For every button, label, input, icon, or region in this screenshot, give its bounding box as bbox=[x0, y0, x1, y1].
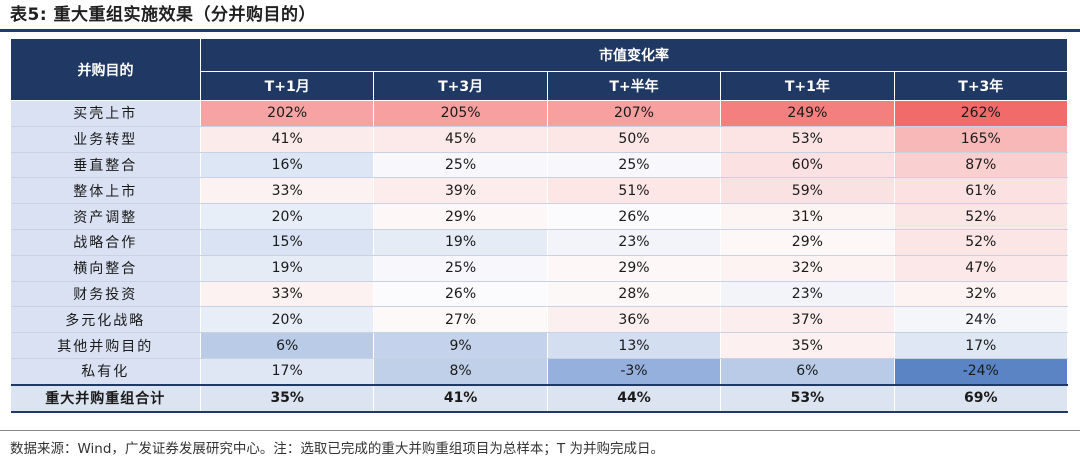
value-cell: 25% bbox=[373, 255, 548, 282]
results-table: 并购目的 市值变化率 T+1月 T+3月 T+半年 T+1年 T+3年 买壳上市… bbox=[10, 38, 1069, 413]
table-row: 其他并购目的 6% 9% 13% 35% 17% bbox=[10, 332, 1069, 359]
row-label: 买壳上市 bbox=[10, 100, 201, 127]
value-cell: 41% bbox=[200, 126, 375, 153]
column-header: T+3年 bbox=[893, 71, 1069, 101]
value-cell: 249% bbox=[720, 100, 895, 127]
total-value-cell: 69% bbox=[894, 383, 1069, 413]
total-row: 重大并购重组合计 35% 41% 44% 53% 69% bbox=[10, 383, 1069, 413]
row-label: 业务转型 bbox=[10, 126, 201, 153]
value-cell: 87% bbox=[894, 152, 1069, 179]
value-cell: 52% bbox=[894, 229, 1069, 256]
row-label: 其他并购目的 bbox=[10, 332, 201, 359]
value-cell: 61% bbox=[894, 177, 1069, 205]
value-cell: 27% bbox=[373, 306, 548, 334]
value-cell: 6% bbox=[200, 332, 375, 359]
results-table-container: 并购目的 市值变化率 T+1月 T+3月 T+半年 T+1年 T+3年 买壳上市… bbox=[10, 38, 1069, 413]
total-value-cell: 35% bbox=[200, 383, 375, 413]
row-label: 垂直整合 bbox=[10, 152, 201, 179]
value-cell: 8% bbox=[373, 358, 548, 386]
row-label: 战略合作 bbox=[10, 229, 201, 256]
row-label: 资产调整 bbox=[10, 203, 201, 230]
source-note: 数据来源：Wind，广发证券发展研究中心。注：选取已完成的重大并购重组项目为总样… bbox=[10, 441, 664, 457]
table-row: 横向整合 19% 25% 29% 32% 47% bbox=[10, 255, 1069, 282]
value-cell: 25% bbox=[373, 152, 548, 179]
group-header: 市值变化率 bbox=[200, 38, 1068, 72]
row-label: 多元化战略 bbox=[10, 306, 201, 334]
value-cell: 32% bbox=[894, 281, 1069, 308]
value-cell: 45% bbox=[373, 126, 548, 153]
value-cell: 207% bbox=[547, 100, 722, 127]
value-cell: 20% bbox=[200, 203, 375, 230]
table-row: 多元化战略 20% 27% 36% 37% 24% bbox=[10, 306, 1069, 334]
table-row: 垂直整合 16% 25% 25% 60% 87% bbox=[10, 152, 1069, 179]
value-cell: 9% bbox=[373, 332, 548, 359]
value-cell: 31% bbox=[720, 203, 895, 230]
value-cell: 165% bbox=[894, 126, 1069, 153]
value-cell: 33% bbox=[200, 177, 375, 205]
row-label: 横向整合 bbox=[10, 255, 201, 282]
table-row: 私有化 17% 8% -3% 6% -24% bbox=[10, 358, 1069, 386]
table-row: 整体上市 33% 39% 51% 59% 61% bbox=[10, 177, 1069, 205]
table-row: 资产调整 20% 29% 26% 31% 52% bbox=[10, 203, 1069, 230]
value-cell: 16% bbox=[200, 152, 375, 179]
value-cell: 29% bbox=[373, 203, 548, 230]
row-header: 并购目的 bbox=[10, 38, 201, 101]
value-cell: 60% bbox=[720, 152, 895, 179]
value-cell: -24% bbox=[894, 358, 1069, 386]
value-cell: 13% bbox=[547, 332, 722, 359]
value-cell: 39% bbox=[373, 177, 548, 205]
value-cell: 202% bbox=[200, 100, 375, 127]
value-cell: 23% bbox=[720, 281, 895, 308]
column-header: T+1月 bbox=[199, 71, 375, 101]
value-cell: 15% bbox=[200, 229, 375, 256]
total-value-cell: 44% bbox=[547, 383, 722, 413]
value-cell: 19% bbox=[200, 255, 375, 282]
value-cell: 36% bbox=[547, 306, 722, 334]
total-value-cell: 53% bbox=[720, 383, 895, 413]
value-cell: 47% bbox=[894, 255, 1069, 282]
value-cell: 35% bbox=[720, 332, 895, 359]
column-header: T+3月 bbox=[373, 71, 548, 101]
value-cell: 25% bbox=[547, 152, 722, 179]
table-title: 表5: 重大重组实施效果（分并购目的） bbox=[10, 5, 317, 25]
value-cell: 24% bbox=[894, 306, 1069, 334]
table-body: 买壳上市 202% 205% 207% 249% 262% 业务转型 41% 45% 50% 53%… bbox=[10, 100, 1069, 413]
table-row: 财务投资 33% 26% 28% 23% 32% bbox=[10, 281, 1069, 308]
value-cell: 26% bbox=[373, 281, 548, 308]
value-cell: 50% bbox=[547, 126, 722, 153]
value-cell: 17% bbox=[200, 358, 375, 386]
value-cell: 51% bbox=[547, 177, 722, 205]
value-cell: 53% bbox=[720, 126, 895, 153]
value-cell: 20% bbox=[200, 306, 375, 334]
column-header: T+半年 bbox=[546, 71, 722, 101]
value-cell: 28% bbox=[547, 281, 722, 308]
value-cell: 33% bbox=[200, 281, 375, 308]
row-label: 私有化 bbox=[10, 358, 201, 386]
value-cell: 6% bbox=[720, 358, 895, 386]
total-label: 重大并购重组合计 bbox=[10, 383, 201, 413]
note-rule bbox=[0, 430, 1080, 431]
value-cell: -3% bbox=[547, 358, 722, 386]
title-rule bbox=[0, 29, 1080, 32]
value-cell: 37% bbox=[720, 306, 895, 334]
table-row: 买壳上市 202% 205% 207% 249% 262% bbox=[10, 100, 1069, 127]
row-label: 整体上市 bbox=[10, 177, 201, 205]
value-cell: 205% bbox=[373, 100, 548, 127]
value-cell: 29% bbox=[547, 255, 722, 282]
value-cell: 26% bbox=[547, 203, 722, 230]
total-value-cell: 41% bbox=[373, 383, 548, 413]
value-cell: 19% bbox=[373, 229, 548, 256]
value-cell: 59% bbox=[720, 177, 895, 205]
table-row: 战略合作 15% 19% 23% 29% 52% bbox=[10, 229, 1069, 256]
value-cell: 29% bbox=[720, 229, 895, 256]
table-row: 业务转型 41% 45% 50% 53% 165% bbox=[10, 126, 1069, 153]
value-cell: 262% bbox=[894, 100, 1069, 127]
column-header: T+1年 bbox=[720, 71, 895, 101]
value-cell: 32% bbox=[720, 255, 895, 282]
value-cell: 52% bbox=[894, 203, 1069, 230]
value-cell: 17% bbox=[894, 332, 1069, 359]
value-cell: 23% bbox=[547, 229, 722, 256]
row-label: 财务投资 bbox=[10, 281, 201, 308]
